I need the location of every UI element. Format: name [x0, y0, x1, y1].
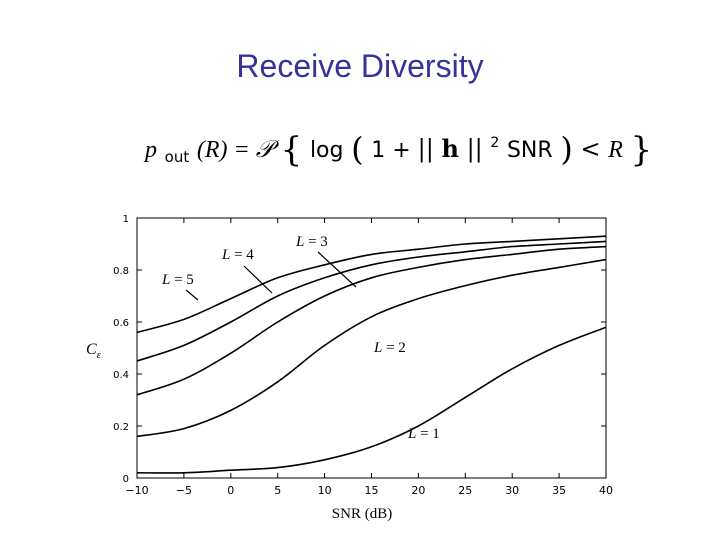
y-tick-label: 0.2 — [113, 422, 129, 433]
x-tick-label: 15 — [365, 484, 379, 497]
formula-square: 2 — [490, 135, 499, 151]
formula-norm-open: || — [418, 135, 434, 164]
series-label-pointer — [317, 251, 357, 288]
series-label-var: L — [373, 340, 382, 356]
formula-out-subscript: out — [165, 148, 190, 166]
series-label-L3: L = 3 — [295, 234, 328, 250]
axes-layer: −10 −5 0 5 10 15 20 25 30 35 40 0 0.2 0.4 0.6 0.8 1 — [113, 214, 613, 497]
plot-frame — [136, 217, 607, 479]
series-line-L2 — [136, 258, 607, 438]
series-label-var: L — [407, 426, 416, 442]
y-tick-label: 0.8 — [113, 266, 129, 277]
series-line-L5 — [136, 235, 607, 334]
series-label-pointer — [185, 289, 199, 301]
series-label-var: L — [295, 234, 304, 250]
formula-one-plus: 1 + — [371, 138, 417, 163]
y-axis-label-sub: ε — [97, 349, 102, 361]
x-tick-label: −5 — [176, 484, 192, 497]
series-label-eq: = 3 — [304, 234, 327, 250]
annotation-layer: L = 1L = 2L = 3L = 4L = 5 — [161, 234, 440, 442]
series-layer — [136, 235, 607, 474]
x-tick-label: 30 — [505, 484, 519, 497]
y-tick-label: 1 — [123, 214, 129, 225]
x-tick-label: 20 — [411, 484, 425, 497]
series-label-eq: = 4 — [230, 247, 254, 263]
formula-left-brace: { — [281, 130, 303, 170]
series-label-var: L — [221, 247, 230, 263]
x-tick-label: 40 — [599, 484, 613, 497]
series-label-L5: L = 5 — [161, 272, 194, 288]
x-tick-label: 5 — [274, 484, 281, 497]
x-tick-label: 0 — [227, 484, 234, 497]
series-line-L1 — [136, 326, 607, 474]
x-tick-label: −10 — [125, 484, 148, 497]
outage-formula: p out (R) = 𝒫 { log ( 1 + || h || 2 SNR … — [143, 125, 652, 170]
series-label-L1: L = 1 — [407, 426, 440, 442]
slide-title: Receive Diversity — [236, 48, 484, 84]
formula-right-paren: ) — [560, 130, 572, 168]
y-axis-label-base: C — [86, 341, 97, 358]
formula-R: R — [607, 137, 623, 163]
series-line-L4 — [136, 240, 607, 362]
series-label-eq: = 2 — [382, 340, 405, 356]
formula-left-paren: ( — [351, 130, 363, 168]
y-tick-label: 0.4 — [113, 370, 129, 381]
formula-norm-close: || — [467, 135, 483, 164]
series-label-L2: L = 2 — [373, 340, 406, 356]
formula-p: p — [143, 137, 157, 163]
series-label-pointer — [243, 265, 273, 294]
series-label-eq: = 5 — [170, 272, 193, 288]
x-tick-label: 25 — [458, 484, 472, 497]
formula-less-than: < — [580, 135, 608, 163]
svg-text:p out (R) = 𝒫: p out (R) = 𝒫 { log ( 1 + || h || 2 SNR … — [143, 125, 652, 170]
x-tick-label: 10 — [318, 484, 332, 497]
x-tick-label: 35 — [552, 484, 566, 497]
series-line-L3 — [136, 245, 607, 396]
series-label-eq: = 1 — [416, 426, 439, 442]
formula-h: h — [441, 134, 458, 163]
x-axis-label: SNR (dB) — [332, 506, 392, 522]
formula-lhs: (R) = — [197, 137, 256, 163]
series-label-var: L — [161, 272, 170, 288]
formula-right-brace: } — [631, 130, 653, 170]
y-tick-label: 0 — [123, 474, 129, 485]
formula-log: log — [310, 138, 344, 163]
formula-snr: SNR — [507, 138, 553, 163]
series-label-L4: L = 4 — [221, 247, 254, 263]
y-tick-label: 0.6 — [113, 318, 129, 329]
y-axis-label: Cε — [86, 341, 102, 361]
